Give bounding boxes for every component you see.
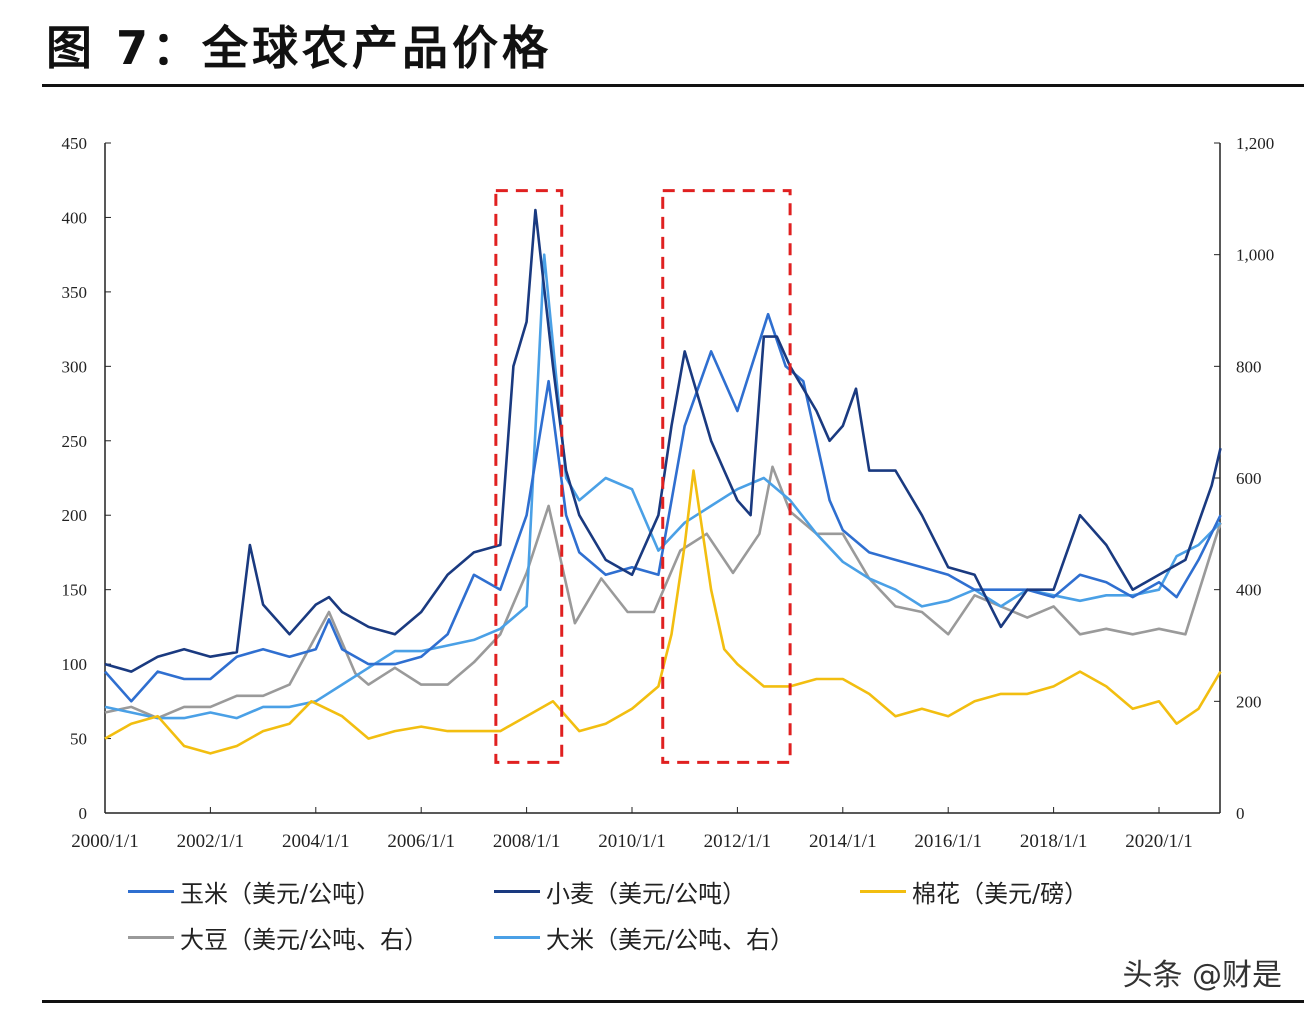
x-tick-label: 2012/1/1: [704, 831, 772, 852]
y-right-tick-label: 800: [1236, 357, 1262, 376]
legend-item-soybean: 大豆（美元/公吨、右）: [128, 920, 428, 955]
legend-label: 大豆（美元/公吨、右）: [180, 926, 429, 954]
y-right-tick-label: 1,000: [1236, 246, 1274, 265]
y-right-tick-label: 600: [1236, 469, 1262, 488]
legend-swatch: [494, 936, 540, 939]
x-tick-label: 2018/1/1: [1020, 831, 1088, 852]
y-right-tick-label: 400: [1236, 581, 1262, 600]
legend-item-wheat: 小麦（美元/公吨）: [494, 874, 746, 909]
watermark: 头条 @财是: [1122, 958, 1282, 993]
series-line-1: [104, 208, 1222, 673]
legend-label: 玉米（美元/公吨）: [180, 880, 381, 908]
y-right-tick-label: 200: [1236, 692, 1262, 711]
legend-item-cotton: 棉花（美元/磅）: [860, 874, 1088, 909]
legend-label: 大米（美元/公吨、右）: [546, 926, 795, 954]
legend-swatch: [128, 890, 174, 893]
x-tick-label: 2010/1/1: [598, 831, 666, 852]
y-left-tick-label: 350: [62, 283, 88, 302]
y-left-tick-label: 400: [62, 208, 88, 227]
figure-title: 图 7：全球农产品价格: [46, 21, 553, 75]
x-tick-label: 2014/1/1: [809, 831, 877, 852]
y-left-tick-label: 300: [62, 357, 88, 376]
x-tick-label: 2008/1/1: [493, 831, 561, 852]
top-rule: [42, 84, 1304, 87]
series-line-3: [104, 465, 1222, 720]
x-tick-label: 2020/1/1: [1125, 831, 1193, 852]
x-tick-label: 2000/1/1: [71, 831, 139, 852]
y-left-tick-label: 250: [62, 432, 88, 451]
legend-swatch: [860, 890, 906, 893]
legend-swatch: [128, 936, 174, 939]
x-tick-label: 2004/1/1: [282, 831, 350, 852]
y-left-tick-label: 150: [62, 581, 88, 600]
y-left-tick-label: 0: [79, 804, 88, 823]
legend-item-corn: 玉米（美元/公吨）: [128, 874, 380, 909]
highlight-box-0: [494, 189, 564, 764]
highlight-box-1: [661, 189, 792, 764]
y-left-tick-label: 50: [70, 730, 87, 749]
series-line-0: [104, 312, 1222, 703]
y-right-tick-label: 1,200: [1236, 134, 1274, 153]
legend-label: 小麦（美元/公吨）: [546, 880, 747, 908]
series-line-2: [104, 469, 1222, 755]
bottom-rule: [42, 1000, 1304, 1003]
y-right-tick-label: 0: [1236, 804, 1245, 823]
legend-item-rice: 大米（美元/公吨、右）: [494, 920, 794, 955]
x-tick-label: 2016/1/1: [914, 831, 982, 852]
legend-label: 棉花（美元/磅）: [912, 880, 1089, 908]
y-left-tick-label: 200: [62, 506, 88, 525]
y-left-tick-label: 100: [62, 655, 88, 674]
y-left-tick-label: 450: [62, 134, 88, 153]
x-tick-label: 2006/1/1: [387, 831, 455, 852]
legend-swatch: [494, 890, 540, 893]
x-tick-label: 2002/1/1: [177, 831, 245, 852]
